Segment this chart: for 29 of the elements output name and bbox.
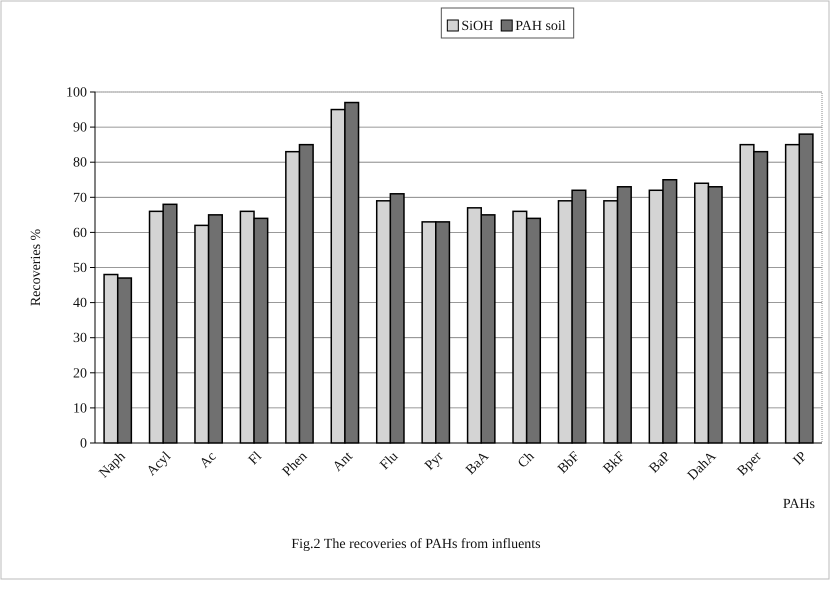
y-tick-label: 100 [66,85,87,100]
caption: Fig.2 The recoveries of PAHs from influents [291,537,541,552]
y-tick-label: 40 [73,296,87,312]
x-tick-label: Bper [734,448,765,480]
legend-label: PAH soil [515,19,566,34]
x-tick-label: BaP [646,449,674,476]
y-axis-title: Recoveries % [29,228,44,306]
y-tick-label: 60 [73,226,87,241]
x-tick-label: Flu [377,449,402,474]
x-tick-label: Ac [197,449,220,472]
y-tick-label: 80 [73,156,87,171]
x-axis-title: PAHs [782,497,815,512]
y-tick-label: 50 [73,260,87,276]
y-tick-label: 90 [73,120,87,136]
x-tick-label: IP [790,449,810,469]
x-tick-label: BaA [463,448,493,478]
y-tick-label: 10 [73,401,87,416]
x-tick-label: Fl [246,449,265,468]
x-tick-label: Ant [330,449,356,475]
x-tick-label: Pyr [422,448,447,474]
y-tick-label: 70 [73,190,87,206]
y-tick-label: 20 [73,366,87,382]
x-tick-label: Phen [280,449,310,480]
x-tick-label: BkF [600,449,629,477]
y-tick-label: 30 [73,331,87,346]
legend-label: SiOH [461,19,494,34]
x-tick-label: BbF [555,449,584,477]
x-tick-label: Ch [515,449,538,472]
y-tick-label: 0 [80,436,87,452]
